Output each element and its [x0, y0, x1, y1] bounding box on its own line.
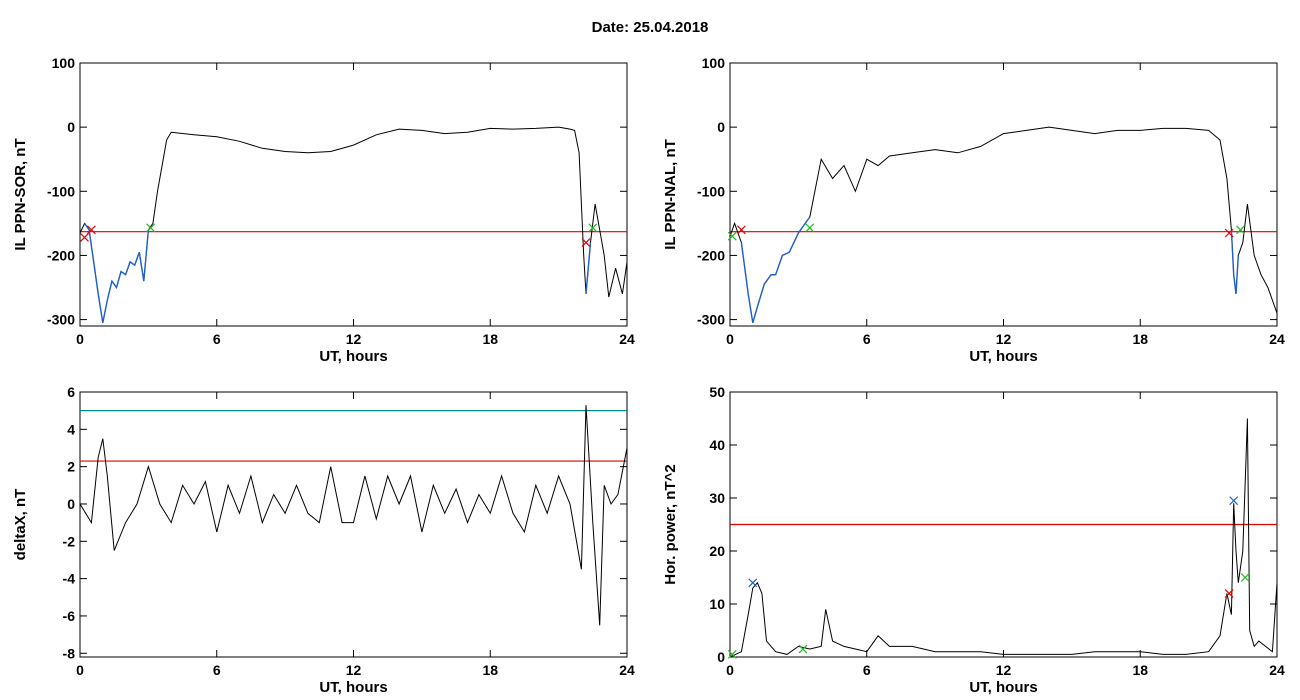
event-marker: [805, 223, 815, 233]
y-tick-label: -200: [47, 247, 75, 263]
x-tick-label: 0: [726, 662, 734, 678]
panel-il-ppn-sor: 0 6 12 18 24 100 0 -100 -200 -300 UT, hours IL PPN-…: [12, 55, 635, 365]
x-axis-label: UT, hours: [969, 679, 1037, 696]
highlight-segment: [740, 216, 811, 323]
y-tick-label: -100: [697, 183, 725, 199]
x-axis-label: UT, hours: [969, 348, 1037, 365]
y-tick-label: -200: [697, 247, 725, 263]
highlight-segment: [84, 222, 150, 323]
event-marker: [1236, 225, 1245, 235]
y-tick-label: -2: [63, 533, 76, 549]
x-tick-label: 6: [213, 662, 221, 678]
x-tick-label: 12: [346, 662, 362, 678]
data-series-line: [730, 418, 1277, 657]
highlight-segment: [585, 242, 592, 294]
y-tick-label: 0: [717, 649, 725, 665]
data-series-line: [80, 405, 627, 626]
y-tick-label: 100: [702, 55, 726, 71]
highlight-segment: [1230, 229, 1239, 294]
x-tick-label: 24: [619, 662, 635, 678]
y-axis-label: deltaX, nT: [12, 489, 29, 561]
y-tick-label: -100: [47, 183, 75, 199]
x-tick-label: 24: [619, 331, 635, 347]
event-marker: [1229, 496, 1239, 506]
x-tick-label: 6: [213, 331, 221, 347]
y-tick-label: -300: [47, 312, 75, 328]
y-axis-label: Hor. power, nT^2: [662, 464, 679, 584]
plot-frame: [729, 62, 1278, 327]
x-tick-label: 12: [346, 331, 362, 347]
x-tick-label: 24: [1269, 662, 1285, 678]
x-axis-label: UT, hours: [319, 348, 387, 365]
y-tick-label: 0: [67, 119, 75, 135]
y-tick-label: 50: [709, 384, 725, 400]
y-tick-label: 2: [67, 459, 75, 475]
event-marker: [581, 238, 591, 248]
plot-frame: [79, 62, 628, 327]
panel-il-ppn-nal: 0 6 12 18 24 100 0 -100 -200 -300 UT, hours IL PPN-…: [662, 55, 1285, 365]
event-marker: [1240, 573, 1250, 582]
x-tick-label: 0: [76, 331, 84, 347]
x-tick-label: 0: [726, 331, 734, 347]
y-tick-label: 20: [709, 543, 725, 559]
y-tick-label: 30: [709, 490, 725, 506]
panel-hor-power: 0 6 12 18 24 50 40 30 20 10 0 UT, hours Hor. power, …: [662, 384, 1285, 696]
event-marker: [727, 649, 737, 659]
event-marker: [80, 233, 89, 242]
y-tick-label: 100: [52, 55, 76, 71]
y-tick-label: -6: [63, 608, 76, 624]
x-tick-label: 18: [1132, 331, 1148, 347]
event-marker: [727, 231, 737, 241]
y-axis-label: IL PPN-NAL, nT: [662, 139, 679, 250]
x-axis-label: UT, hours: [319, 679, 387, 696]
data-series-line: [80, 126, 627, 323]
y-tick-label: 0: [67, 496, 75, 512]
y-tick-label: 6: [67, 384, 75, 400]
event-marker: [86, 225, 96, 235]
x-tick-label: 6: [863, 662, 871, 678]
x-tick-label: 24: [1269, 331, 1285, 347]
y-tick-label: -300: [697, 312, 725, 328]
x-tick-label: 18: [482, 331, 498, 347]
chart-date-title: Date: 25.04.2018: [591, 19, 709, 36]
event-marker: [1224, 228, 1234, 238]
y-tick-label: 4: [67, 421, 75, 437]
x-tick-label: 6: [863, 331, 871, 347]
event-marker: [146, 223, 156, 233]
y-tick-label: 40: [709, 437, 725, 453]
y-tick-label: 10: [709, 596, 725, 612]
x-tick-label: 12: [996, 331, 1012, 347]
y-tick-label: 0: [717, 119, 725, 135]
event-marker: [1224, 588, 1234, 598]
x-tick-label: 18: [482, 662, 498, 678]
y-axis-label: IL PPN-SOR, nT: [12, 138, 29, 250]
panel-deltax: 0 6 12 18 24 6 4 2 0 -2 -4 -6 -8 UT, hours deltaX, nT: [12, 384, 635, 696]
y-tick-label: -8: [63, 645, 76, 661]
event-marker: [748, 578, 758, 588]
x-tick-label: 0: [76, 662, 84, 678]
x-tick-label: 12: [996, 662, 1012, 678]
event-marker: [798, 644, 808, 654]
plot-frame: [79, 391, 628, 658]
event-marker: [588, 223, 598, 233]
y-tick-label: -4: [63, 571, 76, 587]
event-marker: [736, 225, 746, 235]
x-tick-label: 18: [1132, 662, 1148, 678]
